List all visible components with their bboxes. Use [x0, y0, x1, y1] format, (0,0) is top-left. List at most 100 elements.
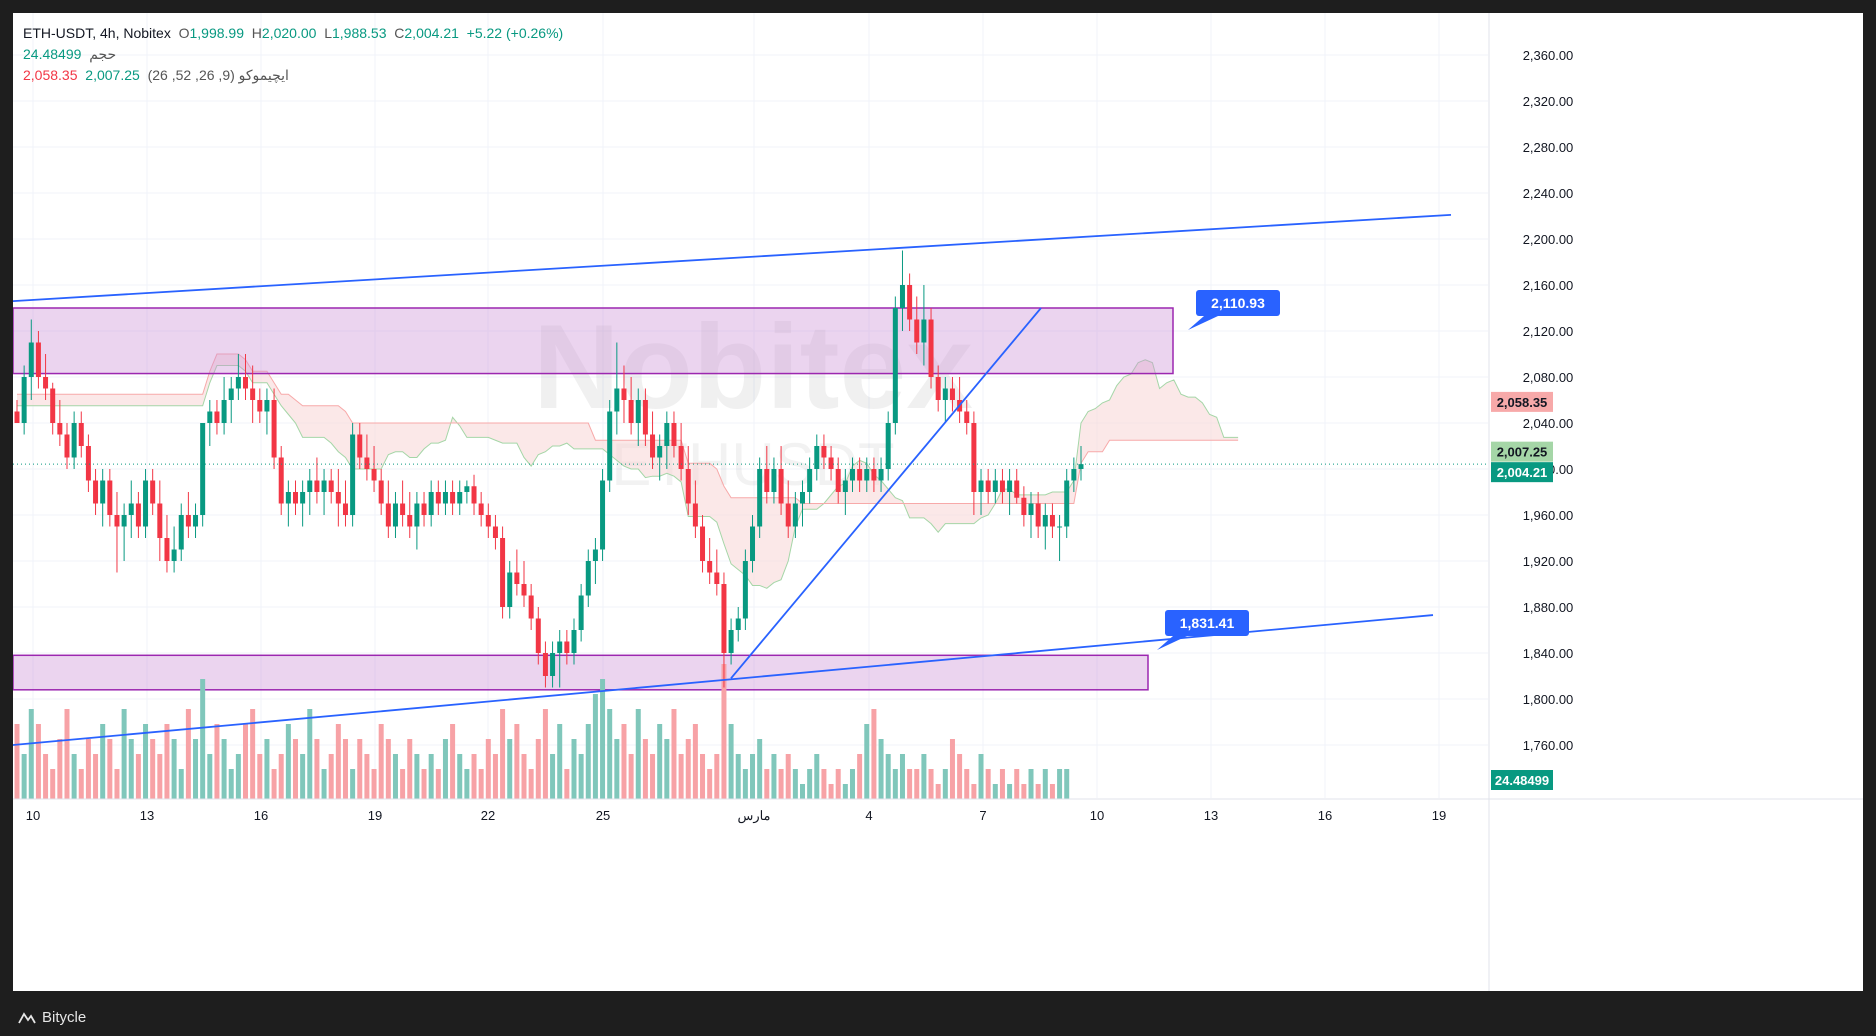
candlesticks [14, 250, 1084, 688]
candle-body [350, 434, 356, 515]
volume-bar [357, 739, 363, 799]
volume-bar [292, 739, 298, 799]
volume-bar [735, 754, 741, 799]
candle-body [450, 492, 456, 504]
candle-body [85, 446, 91, 481]
volume-bar [607, 709, 613, 799]
volume-bar [85, 739, 91, 799]
watermark-text: Nobitex [533, 300, 973, 434]
volume-bar [707, 769, 713, 799]
price-tag-label: 2,007.25 [1497, 445, 1548, 460]
price-chart[interactable]: Nobitex ETHUSDT 2,110.931,831.41 2,360.0… [13, 13, 1863, 991]
candle-body [150, 480, 156, 504]
candle-body [735, 618, 741, 630]
candle-body [1007, 480, 1013, 492]
volume-bar [807, 769, 813, 799]
price-tag-label: 2,058.35 [1497, 395, 1548, 410]
candle-body [814, 446, 820, 469]
candle-body [200, 423, 206, 515]
candle-body [214, 411, 220, 423]
volume-bar [778, 769, 784, 799]
candle-body [307, 480, 313, 492]
candle-body [1042, 515, 1048, 527]
candle-body [578, 595, 584, 630]
x-tick-label: 16 [1318, 808, 1332, 823]
volume-bar [43, 754, 49, 799]
candle-body [1071, 469, 1077, 481]
candle-body [21, 377, 27, 423]
volume-bar [164, 724, 170, 799]
low-value: 1,988.53 [331, 25, 387, 41]
candle-body [742, 561, 748, 619]
ichimoku-span-a-value: 2,007.25 [85, 67, 140, 83]
volume-bar [614, 739, 620, 799]
volume-bar [485, 739, 491, 799]
candle-body [600, 480, 606, 550]
candle-body [528, 595, 534, 619]
candle-body [185, 515, 191, 527]
volume-bar [585, 724, 591, 799]
ichimoku-span-b-value: 2,058.35 [23, 67, 78, 83]
y-tick-label: 1,800.00 [1523, 692, 1574, 707]
ichimoku-label[interactable]: ایچیموکو (9, 26, 52, 26) [147, 67, 289, 83]
candle-body [128, 503, 134, 515]
axes: 2,360.00 2,320.00 2,280.00 2,240.00 2,200.00… [13, 13, 1863, 991]
y-tick-label: 1,960.00 [1523, 508, 1574, 523]
volume-bar [1028, 769, 1034, 799]
candle-body [871, 469, 877, 481]
candle-body [978, 480, 984, 492]
volume-bar [878, 739, 884, 799]
volume-bar [892, 769, 898, 799]
volume-bar [685, 739, 691, 799]
candle-body [1078, 464, 1084, 469]
candle-body [178, 515, 184, 550]
x-tick-label: 25 [596, 808, 610, 823]
candle-body [721, 584, 727, 653]
symbol-label[interactable]: ETH-USDT, 4h, Nobitex [23, 25, 171, 41]
volume-bar [50, 769, 56, 799]
x-tick-label: 13 [1204, 808, 1218, 823]
volume-bar [250, 709, 256, 799]
volume-bar [671, 709, 677, 799]
zone-rect [13, 307, 1174, 375]
volume-bar [542, 709, 548, 799]
volume-bar [235, 754, 241, 799]
candle-body [771, 469, 777, 492]
candle-body [685, 469, 691, 504]
volume-label[interactable]: حجم [89, 46, 117, 62]
chart-frame[interactable]: Nobitex ETHUSDT 2,110.93 1,831.41 2,360.0… [13, 13, 1863, 991]
candle-body [800, 492, 806, 504]
y-tick-label: 1,880.00 [1523, 600, 1574, 615]
volume-bar [300, 754, 306, 799]
open-value: 1,998.99 [189, 25, 245, 41]
volume-bar [657, 724, 663, 799]
candle-body [228, 388, 234, 400]
brand[interactable]: Bitycle [18, 1009, 86, 1026]
candle-body [485, 515, 491, 527]
callout-box [1165, 610, 1249, 636]
volume-bar [321, 769, 327, 799]
candle-body [371, 469, 377, 481]
candle-body [392, 503, 398, 527]
candle-body [692, 503, 698, 527]
candle-body [878, 469, 884, 481]
volume-bar [185, 709, 191, 799]
candle-body [971, 423, 977, 492]
candle-body [335, 492, 341, 504]
candle-body [964, 411, 970, 423]
volume-bar [271, 769, 277, 799]
volume-bar [907, 769, 913, 799]
volume-bar [928, 769, 934, 799]
candle-body [357, 434, 363, 458]
volume-bar [828, 784, 834, 799]
volume-bar [521, 754, 527, 799]
candle-body [35, 342, 41, 377]
candle-body [614, 388, 620, 412]
y-tick-label: 2,280.00 [1523, 140, 1574, 155]
callout-label: 2,110.93 [1211, 295, 1265, 311]
volume-bar [128, 739, 134, 799]
candle-body [914, 319, 920, 343]
candle-body [907, 285, 913, 320]
volume-bar [400, 769, 406, 799]
volume-bar [985, 769, 991, 799]
